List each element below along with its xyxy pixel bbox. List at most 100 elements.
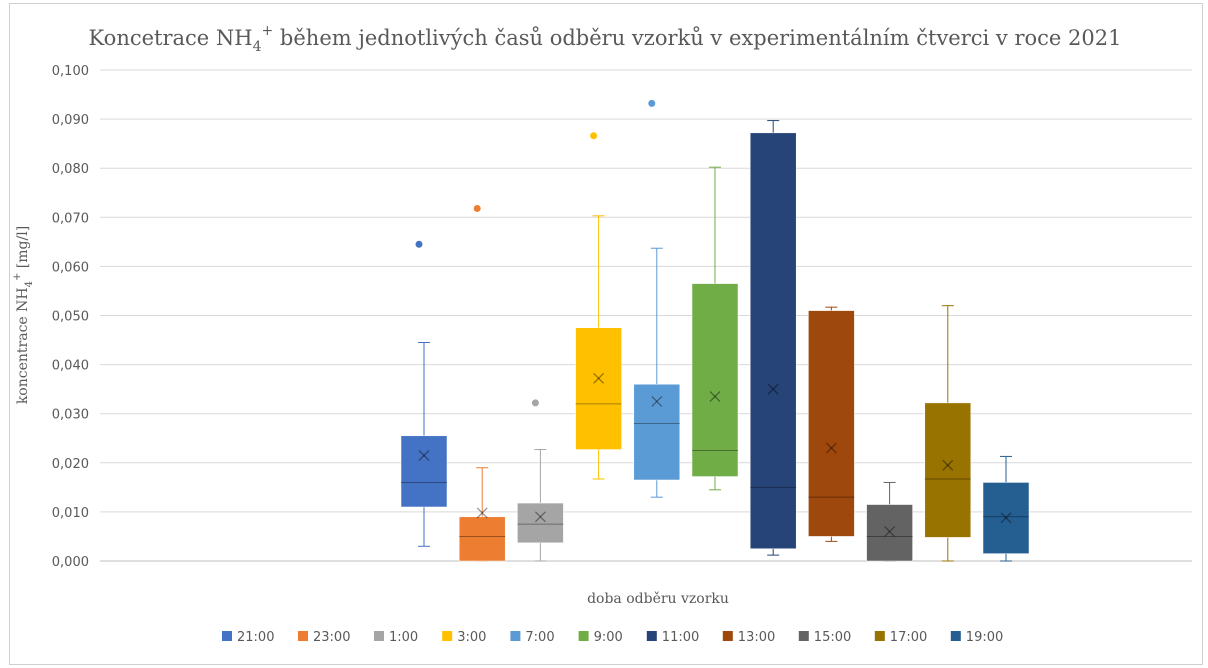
y-tick-label: 0,100 xyxy=(52,64,89,79)
legend-label: 9:00 xyxy=(594,630,623,645)
box-series xyxy=(400,99,1030,562)
mean-marker-stroke xyxy=(825,442,837,454)
legend-swatch xyxy=(950,631,961,641)
mean-marker xyxy=(476,507,488,519)
legend-swatch xyxy=(374,631,384,641)
y-tick-label: 0,050 xyxy=(52,310,89,325)
legend-swatch xyxy=(646,631,657,641)
y-tick-label: 0,040 xyxy=(52,359,89,374)
mean-marker-stroke xyxy=(709,391,721,402)
legend-item: 17:00 xyxy=(874,630,927,645)
outlier-point xyxy=(590,132,598,140)
box-300 xyxy=(575,132,622,480)
mean-marker xyxy=(709,391,721,402)
legend-item: 19:00 xyxy=(950,630,1003,645)
box-2100 xyxy=(400,240,448,547)
legend-swatch xyxy=(874,631,885,641)
chart-title: Koncetrace NH4+ během jednotlivých časů … xyxy=(89,23,1122,55)
mean-marker-stroke xyxy=(534,511,546,523)
legend-item: 21:00 xyxy=(222,630,274,645)
legend-swatch xyxy=(510,631,521,641)
box-1900 xyxy=(982,455,1030,562)
box-iqr xyxy=(633,383,681,481)
y-tick-label: 0,030 xyxy=(52,408,89,423)
mean-marker xyxy=(942,459,954,471)
legend-label: 11:00 xyxy=(662,630,699,645)
mean-marker-stroke xyxy=(418,449,430,461)
box-iqr xyxy=(400,435,448,508)
y-tick-label: 0,000 xyxy=(52,555,89,570)
legend-item: 9:00 xyxy=(578,630,623,645)
box-100 xyxy=(517,399,564,562)
mean-marker xyxy=(651,395,663,407)
mean-marker xyxy=(884,526,896,537)
legend-swatch xyxy=(798,631,809,641)
mean-marker-stroke xyxy=(942,459,954,471)
legend-item: 13:00 xyxy=(722,630,775,645)
legend-item: 11:00 xyxy=(646,630,699,645)
mean-marker xyxy=(1000,512,1012,524)
box-1300 xyxy=(808,306,855,542)
mean-marker xyxy=(534,511,546,523)
x-axis-title: doba odběru vzorku xyxy=(587,591,729,607)
legend-label: 15:00 xyxy=(814,630,851,645)
mean-marker-stroke xyxy=(476,507,488,519)
mean-marker xyxy=(593,372,605,384)
outlier-point xyxy=(531,399,539,407)
mean-marker-stroke xyxy=(884,526,896,537)
outlier-point xyxy=(648,99,656,107)
mean-marker-stroke xyxy=(884,526,896,537)
box-iqr xyxy=(517,502,564,544)
legend-label: 7:00 xyxy=(525,630,554,645)
legend-label: 19:00 xyxy=(966,630,1003,645)
box-iqr xyxy=(575,327,622,450)
box-700 xyxy=(633,99,681,498)
legend-label: 21:00 xyxy=(237,630,274,645)
mean-marker-stroke xyxy=(593,372,605,384)
y-tick-label: 0,080 xyxy=(52,162,89,177)
mean-marker-stroke xyxy=(942,459,954,471)
mean-marker-stroke xyxy=(476,507,488,519)
mean-marker-stroke xyxy=(1000,512,1012,524)
box-iqr xyxy=(749,132,797,549)
y-tick-label: 0,010 xyxy=(52,506,89,521)
legend-item: 1:00 xyxy=(374,630,418,645)
y-axis-title: koncentrace NH4+ [mg/l] xyxy=(12,226,35,404)
legend-label: 3:00 xyxy=(457,630,486,645)
mean-marker-stroke xyxy=(534,511,546,523)
box-2300 xyxy=(458,204,506,562)
legend-item: 7:00 xyxy=(510,630,555,645)
legend-label: 17:00 xyxy=(890,630,927,645)
legend-swatch xyxy=(222,631,232,641)
legend-swatch xyxy=(442,631,453,641)
mean-marker-stroke xyxy=(593,372,605,384)
mean-marker-stroke xyxy=(418,449,430,461)
box-1700 xyxy=(924,305,972,562)
mean-marker xyxy=(825,442,837,454)
box-iqr xyxy=(866,504,913,562)
outlier-point xyxy=(415,240,423,248)
mean-marker xyxy=(418,449,430,461)
mean-marker xyxy=(767,383,779,395)
mean-marker-stroke xyxy=(709,391,721,402)
legend-item: 23:00 xyxy=(298,630,350,645)
y-tick-labels: 0,000 0,010 0,020 0,030 0,040 0,050 0,060 0,070… xyxy=(52,64,89,570)
box-1500 xyxy=(866,481,913,562)
box-900 xyxy=(691,166,739,491)
y-tick-label: 0,090 xyxy=(52,113,89,128)
legend-item: 3:00 xyxy=(442,630,486,645)
legend-label: 1:00 xyxy=(389,630,418,645)
mean-marker-stroke xyxy=(767,383,779,395)
legend: 21:00 23:00 1:00 3:00 7:00 9:00 11:00 13:00 15:0… xyxy=(222,630,1003,645)
y-tick-label: 0,070 xyxy=(52,211,89,226)
box-1100 xyxy=(749,120,797,556)
box-iqr xyxy=(982,482,1030,554)
legend-item: 15:00 xyxy=(798,630,851,645)
box-iqr xyxy=(458,516,506,562)
legend-label: 13:00 xyxy=(738,630,775,645)
y-tick-label: 0,060 xyxy=(52,260,89,275)
box-iqr xyxy=(924,402,972,538)
outlier-point xyxy=(473,204,481,212)
box-iqr xyxy=(691,283,739,477)
